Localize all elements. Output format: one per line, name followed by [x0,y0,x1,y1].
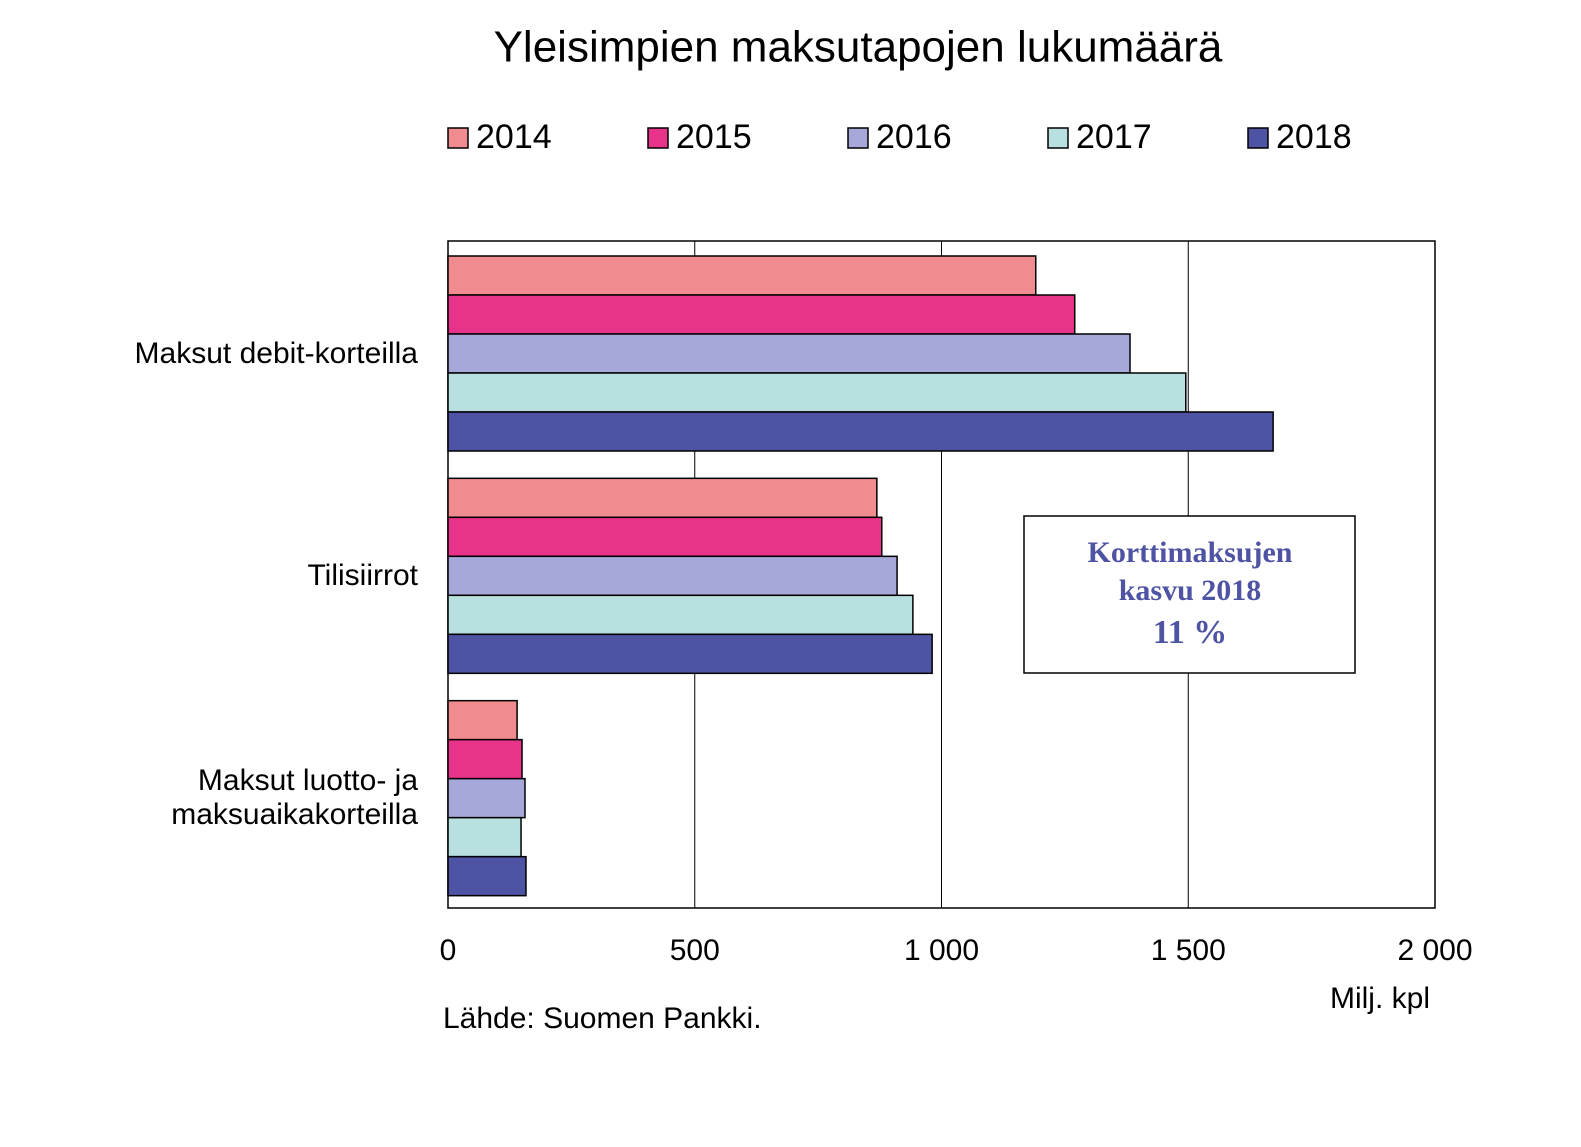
bar [447,255,1037,296]
source: Lähde: Suomen Pankki. [443,1002,762,1035]
bar [447,633,933,675]
annotation-text: 11 % [1153,614,1228,651]
x-tick-label: 2 000 [1397,934,1472,967]
bar [447,294,1076,335]
annotation-box [1023,515,1356,674]
bar [447,555,898,597]
legend-swatch [1047,127,1069,149]
annotation-text: Korttimaksujen [1088,536,1293,569]
x-tick-label: 0 [440,934,457,967]
bar [447,816,522,858]
bar [447,699,518,741]
category-label: Tilisiirrot [307,558,418,592]
x-tick-label: 500 [670,934,720,967]
legend-label: 2015 [676,118,752,156]
legend-label: 2017 [1076,118,1152,156]
legend-swatch [847,127,869,149]
bar [447,477,878,519]
x-tick-label: 1 500 [1151,934,1226,967]
bar [447,372,1187,413]
bar [447,594,914,636]
category-label: Maksut luotto- ja maksuaikakorteilla [171,764,418,832]
bar [447,333,1131,374]
category-label: Maksut debit-korteilla [134,336,418,370]
bar [447,738,523,780]
legend-label: 2016 [876,118,952,156]
bar [447,855,527,897]
x-tick-label: 1 000 [904,934,979,967]
chart-title: Yleisimpien maksutapojen lukumäärä [494,23,1223,72]
x-axis-label: Milj. kpl [1330,982,1430,1015]
legend-label: 2014 [476,118,552,156]
bar [447,777,526,819]
bar [447,516,883,558]
legend-swatch [1247,127,1269,149]
legend-label: 2018 [1276,118,1352,156]
bar [447,411,1274,452]
legend-swatch [647,127,669,149]
annotation-text: kasvu 2018 [1119,574,1262,607]
legend-swatch [447,127,469,149]
